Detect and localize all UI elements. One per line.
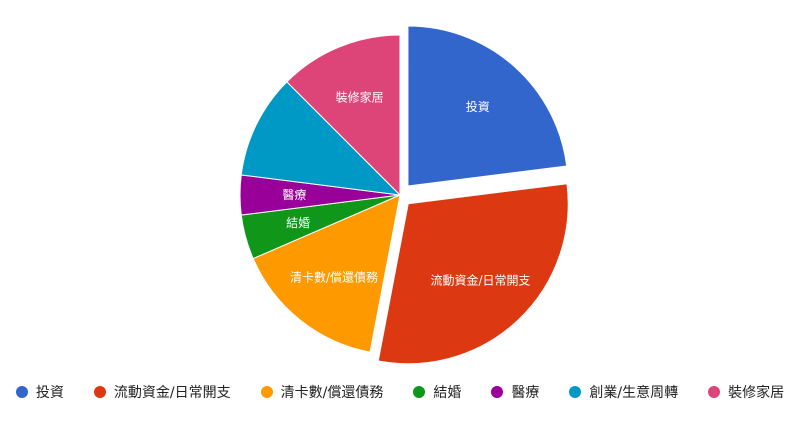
legend-item-3[interactable]: 清卡數/償還債務 (260, 382, 384, 402)
legend-swatch (708, 386, 721, 398)
pie-slice-6[interactable] (240, 81, 402, 196)
legend-swatch (260, 386, 273, 398)
slice-label-1: 投資 (466, 99, 490, 114)
pie-slice-1[interactable] (407, 25, 568, 187)
legend-label: 創業/生意周轉 (589, 385, 679, 401)
pie-slice-3[interactable] (252, 194, 401, 353)
legend-label: 投資 (35, 385, 64, 401)
legend-item-1[interactable]: 投資 (15, 382, 64, 402)
legend-swatch (569, 386, 582, 398)
slice-label-7: 裝修家居 (336, 89, 384, 104)
legend-swatch (413, 386, 426, 398)
pie-slice-7[interactable] (286, 34, 401, 197)
slice-label-2: 流動資金/日常開支 (430, 273, 530, 288)
legend-label: 清卡數/償還債務 (280, 385, 384, 401)
legend-label: 醫療 (511, 385, 540, 401)
slice-label-3: 清卡數/償還債務 (290, 269, 378, 284)
legend-item-4[interactable]: 結婚 (413, 382, 461, 402)
slice-label-4: 結婚 (286, 216, 310, 230)
legend: 投資 流動資金/日常開支 清卡數/償還債務 結婚 醫療 創業/生意周轉 裝修家居 (0, 380, 800, 404)
legend-item-6[interactable]: 創業/生意周轉 (569, 382, 678, 402)
pie-slice-2[interactable] (377, 183, 569, 365)
legend-swatch (491, 386, 504, 398)
legend-swatch (15, 386, 28, 398)
legend-swatch (93, 386, 106, 398)
legend-item-5[interactable]: 醫療 (491, 382, 539, 402)
legend-label: 流動資金/日常開支 (113, 385, 231, 401)
legend-item-7[interactable]: 裝修家居 (708, 382, 784, 402)
legend-label: 結婚 (433, 385, 462, 401)
legend-item-2[interactable]: 流動資金/日常開支 (93, 382, 231, 402)
legend-label: 裝修家居 (728, 385, 785, 401)
slice-label-5: 醫療 (282, 188, 306, 202)
